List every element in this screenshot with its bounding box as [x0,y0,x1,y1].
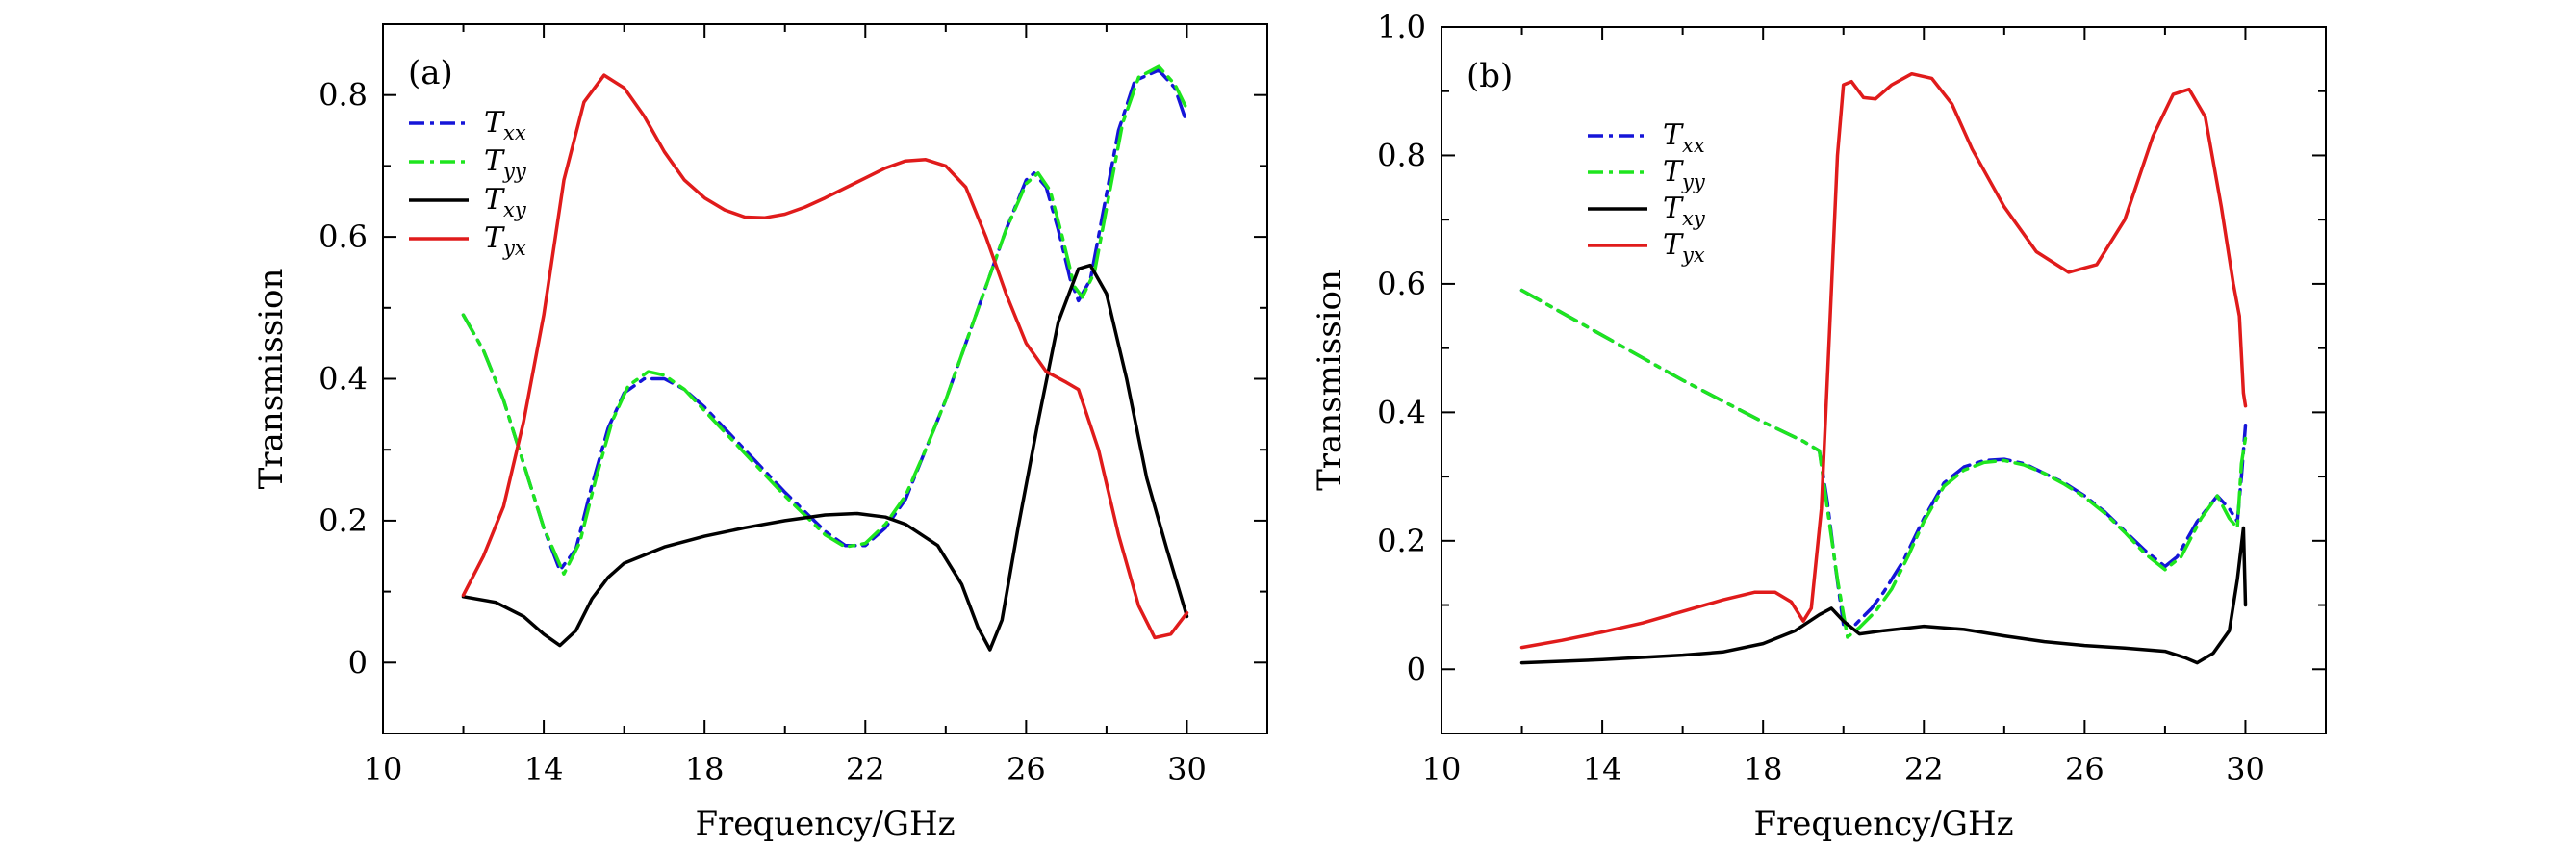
series-line-Txx [461,68,1189,573]
x-tick-label: 14 [524,751,564,787]
x-tick-label: 14 [1583,751,1622,787]
legend-label-Txx: Txx [484,106,526,144]
legend-label-Txy: Txy [484,183,527,221]
panel-b: 10 14 18 22 26 30 0 0.2 0.4 0.6 0.8 1.0 Frequency/GH… [1311,9,2327,843]
legend-subscript: xx [1682,134,1705,157]
x-tick-label: 18 [1744,751,1783,787]
legend-label-Tyx: Tyx [1663,228,1705,267]
legend-symbol: T [484,221,505,255]
x-tick-label: 30 [1167,751,1207,787]
series-line-Tyy [461,64,1189,576]
legend-symbol: T [1663,118,1684,152]
legend-subscript: yy [1681,170,1706,193]
legend-symbol: T [484,106,505,140]
series-line-Txx [1519,288,2248,627]
series-line-Tyx [461,73,1189,640]
x-tick-label: 26 [2065,751,2104,787]
x-tick-label: 26 [1007,751,1046,787]
x-tick-label: 22 [1904,751,1944,787]
series-line-Txy [461,263,1189,652]
legend-label-Tyy: Tyy [484,144,527,183]
legend-symbol: T [1663,192,1684,225]
legend-label-Txy: Txy [1663,192,1706,230]
y-tick-label: 0.8 [319,77,368,114]
x-axis-title: Frequency/GHz [1753,805,2013,843]
x-tick-label: 22 [846,751,885,787]
y-tick-label: 0.8 [1377,137,1426,173]
legend-symbol: T [484,183,505,217]
legend-symbol: T [484,144,505,178]
legend-subscript: yx [502,237,526,260]
y-axis-title: Transmission [252,269,291,490]
legend-label-Tyx: Tyx [484,221,526,260]
legend-subscript: yx [1681,244,1705,267]
legend-symbol: T [1663,155,1684,189]
y-tick-label: 0.4 [319,361,368,398]
legend-subscript: xy [503,198,527,221]
panel-a: 10 14 18 22 26 30 0 0.2 0.4 0.6 0.8 Frequency/GHz Tr… [252,23,1268,843]
panel-label: (b) [1467,57,1513,95]
x-axis-title: Frequency/GHz [695,805,955,843]
y-tick-label: 0.6 [319,219,368,255]
panel-label: (a) [408,54,453,92]
series-line-Tyx [1519,71,2248,650]
legend-label-Tyy: Tyy [1663,155,1706,193]
y-tick-label: 0 [348,644,368,681]
legend-symbol: T [1663,228,1684,262]
legend-subscript: xx [503,121,526,144]
y-tick-label: 0.6 [1377,266,1426,302]
legend-subscript: yy [502,160,527,183]
legend-label-Txx: Txx [1663,118,1705,157]
y-tick-label: 0 [1407,651,1426,687]
y-tick-label: 0.4 [1377,394,1426,430]
y-tick-label: 0.2 [1377,523,1426,559]
series-line-Txy [1519,526,2248,665]
x-tick-label: 30 [2226,751,2265,787]
y-tick-label: 0.2 [319,502,368,539]
y-axis-title: Transmission [1311,270,1349,491]
x-tick-label: 18 [685,751,725,787]
series-line-Tyy [1519,288,2248,639]
plot-frame [1441,26,2327,734]
y-tick-label: 1.0 [1377,9,1426,45]
x-tick-label: 10 [1422,751,1462,787]
legend-subscript: xy [1682,207,1706,230]
x-tick-label: 10 [364,751,403,787]
